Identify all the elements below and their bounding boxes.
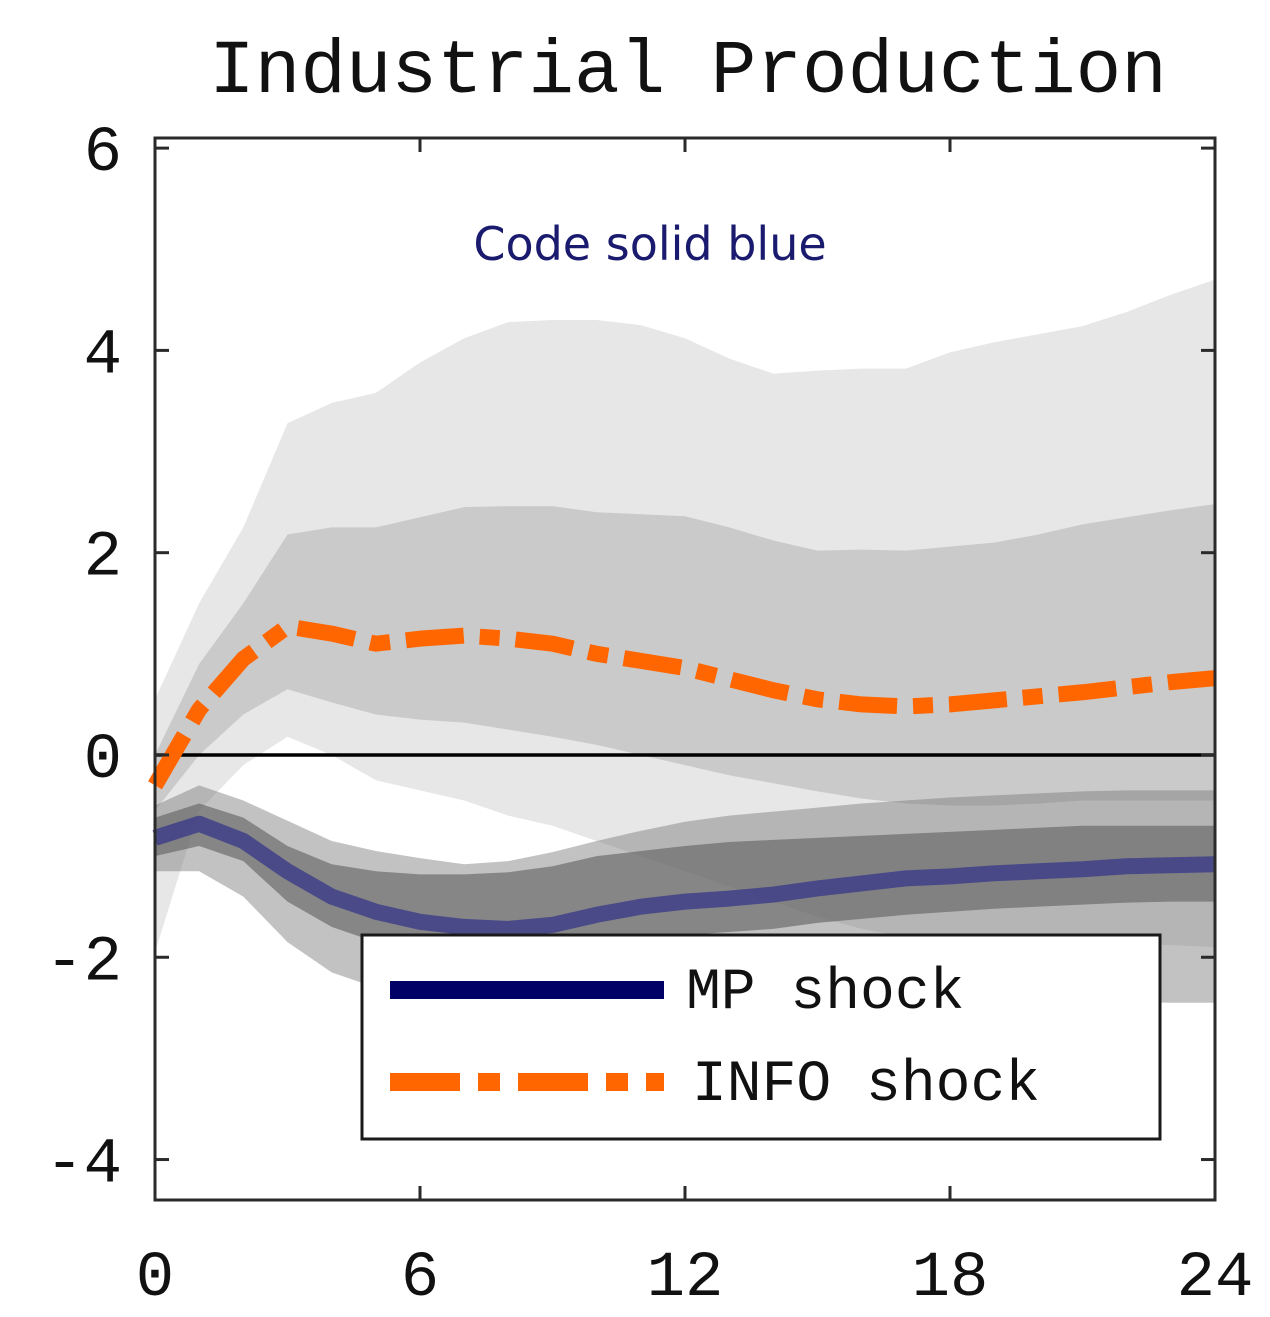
legend: MP shock INFO shock: [360, 933, 1162, 1141]
axis-ticks: [153, 138, 1217, 1200]
y-tick-label: 0: [84, 725, 122, 797]
annotation-code-solid-blue: Code solid blue: [473, 217, 826, 271]
legend-label-info-shock: INFO shock: [692, 1053, 1040, 1118]
x-tick-label: 0: [136, 1243, 174, 1315]
y-tick-label: 2: [84, 523, 122, 595]
chart-title: Industrial Production: [209, 29, 1167, 115]
y-tick-label: 6: [84, 118, 122, 190]
info-shock-inner-band: [155, 504, 1215, 811]
legend-box: [360, 933, 1162, 1141]
info-shock-bands: [155, 279, 1215, 953]
mp-shock-line: [152, 815, 1216, 937]
plot-area: [148, 279, 1216, 1008]
x-tick-label: 6: [401, 1243, 439, 1315]
y-tick-label: -4: [45, 1130, 122, 1202]
x-tick-label: 18: [912, 1243, 989, 1315]
legend-label-mp-shock: MP shock: [686, 961, 964, 1026]
x-tick-label: 24: [1177, 1243, 1254, 1315]
series-lines: [148, 618, 1216, 937]
y-tick-label: 4: [84, 320, 122, 392]
info-shock-outer-band: [155, 279, 1215, 953]
info-shock-line: [148, 618, 1216, 790]
y-tick-label: -2: [45, 927, 122, 999]
x-tick-label: 12: [647, 1243, 724, 1315]
